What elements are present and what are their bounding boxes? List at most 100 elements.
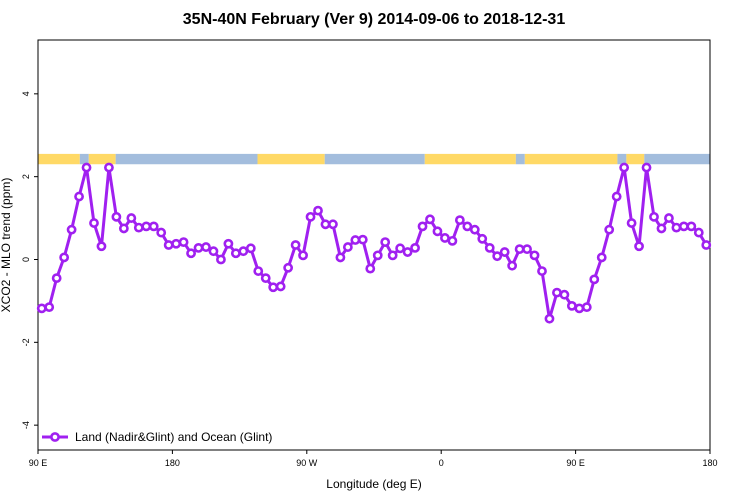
data-point <box>66 224 77 235</box>
data-point <box>514 244 525 255</box>
band-segment-ocean <box>515 153 525 165</box>
data-point <box>223 238 234 249</box>
data-point <box>133 222 144 233</box>
band-segment-ocean <box>79 153 89 165</box>
data-point <box>253 266 264 276</box>
data-point <box>148 221 159 232</box>
data-point <box>104 162 114 173</box>
data-point <box>410 242 420 253</box>
data-point <box>641 162 652 173</box>
y-tick-label: 2 <box>21 174 31 179</box>
legend-label: Land (Nadir&Glint) and Ocean (Glint) <box>75 430 272 444</box>
surface-band <box>38 153 710 165</box>
data-point <box>499 247 510 257</box>
data-point <box>342 242 353 252</box>
data-point <box>283 262 294 273</box>
legend: Land (Nadir&Glint) and Ocean (Glint) <box>42 430 272 444</box>
data-point <box>417 221 428 232</box>
data-point <box>507 260 518 271</box>
data-point <box>163 240 174 250</box>
data-point <box>537 266 547 276</box>
band-segment-ocean <box>644 153 710 165</box>
data-point <box>141 221 152 232</box>
data-point <box>260 273 271 284</box>
data-point <box>275 281 286 292</box>
data-point <box>402 247 413 257</box>
data-point <box>484 242 495 253</box>
axis-ticks: 90 E 180 90 W 0 90 E 180 -4 -2 0 2 4 <box>21 91 718 468</box>
data-point <box>216 254 226 265</box>
data-point <box>171 238 182 249</box>
y-axis-label: XCO2 - MLO trend (ppm) <box>0 178 13 313</box>
x-tick-label: 180 <box>165 458 180 468</box>
data-point <box>230 248 241 259</box>
band-segment-ocean <box>324 153 425 165</box>
data-point <box>44 302 55 313</box>
data-point <box>656 223 667 234</box>
data-point <box>589 274 600 285</box>
x-axis-label: Longitude (deg E) <box>326 477 421 491</box>
data-point <box>432 226 443 237</box>
data-point <box>118 223 129 234</box>
data-point <box>372 250 383 261</box>
data-point <box>544 313 555 324</box>
data-point <box>298 250 308 261</box>
data-point <box>305 211 316 222</box>
data-point <box>36 303 47 314</box>
data-point <box>671 222 682 233</box>
data-point <box>59 252 70 263</box>
data-point <box>89 218 99 228</box>
data-point <box>596 252 607 263</box>
x-tick-label: 180 <box>702 458 717 468</box>
data-point <box>440 233 450 243</box>
data-point <box>559 289 570 300</box>
x-tick-label: 90 W <box>296 458 318 468</box>
series-line <box>41 166 708 321</box>
data-point <box>664 213 674 223</box>
chart-title: 35N-40N February (Ver 9) 2014-09-06 to 2… <box>183 11 566 28</box>
data-point <box>619 162 630 173</box>
data-point <box>320 219 331 230</box>
data-point <box>365 263 376 274</box>
data-point <box>178 237 189 248</box>
series-layer <box>36 162 712 324</box>
data-point <box>380 237 391 248</box>
data-point <box>529 250 540 261</box>
data-point <box>492 251 503 262</box>
band-segment-ocean <box>115 153 258 165</box>
data-point <box>328 219 338 230</box>
data-point <box>335 252 346 263</box>
data-point <box>290 240 301 250</box>
data-point <box>156 227 167 238</box>
y-tick-label: -2 <box>21 338 31 346</box>
data-point <box>462 221 473 232</box>
data-point <box>51 273 62 284</box>
data-point <box>245 243 256 254</box>
band-segment-land <box>424 153 516 165</box>
legend-marker-swatch <box>50 432 60 442</box>
data-point <box>387 250 398 261</box>
data-point <box>574 303 585 314</box>
data-point <box>201 242 211 252</box>
data-point <box>350 235 361 245</box>
band-segment-land <box>626 153 645 165</box>
x-tick-label: 90 E <box>29 458 48 468</box>
data-point <box>701 240 712 250</box>
data-point <box>581 302 592 313</box>
data-point <box>454 215 465 226</box>
data-point <box>611 191 622 202</box>
data-point <box>477 233 488 244</box>
x-tick-label: 90 E <box>566 458 585 468</box>
data-point <box>357 234 368 245</box>
band-segment-ocean <box>617 153 627 165</box>
band-segment-land <box>524 153 618 165</box>
data-point <box>678 221 689 232</box>
x-tick-label: 0 <box>439 458 444 468</box>
data-point <box>649 211 659 222</box>
y-tick-label: -4 <box>21 421 31 429</box>
data-point <box>626 218 637 228</box>
data-point <box>81 162 92 173</box>
data-point <box>111 211 122 222</box>
data-point <box>238 246 249 257</box>
data-point <box>126 213 137 223</box>
